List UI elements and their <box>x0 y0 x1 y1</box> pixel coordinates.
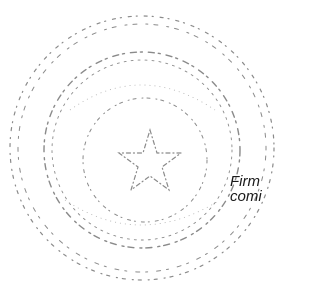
stamp-text: comi <box>230 189 262 204</box>
page: Firm comi <box>0 0 275 281</box>
seal-lettering-arc <box>70 85 215 110</box>
seal-middle-ring-inner <box>52 60 232 240</box>
seal-outer-ring-inner <box>18 24 266 272</box>
seal-middle-ring <box>44 52 240 248</box>
seal-inner-ring <box>83 98 207 222</box>
stamp-text: Firm <box>230 174 260 189</box>
seal <box>0 0 275 281</box>
seal-lettering-arc <box>65 200 220 225</box>
seal-star <box>119 130 181 190</box>
